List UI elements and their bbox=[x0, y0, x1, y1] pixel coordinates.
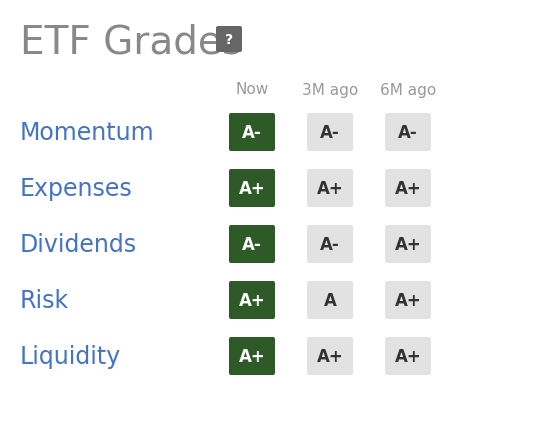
FancyBboxPatch shape bbox=[307, 225, 353, 264]
Text: A+: A+ bbox=[239, 291, 265, 309]
FancyBboxPatch shape bbox=[229, 225, 275, 264]
FancyBboxPatch shape bbox=[216, 27, 242, 53]
Text: A-: A- bbox=[320, 124, 340, 141]
Text: Expenses: Expenses bbox=[20, 177, 133, 200]
FancyBboxPatch shape bbox=[385, 281, 431, 319]
FancyBboxPatch shape bbox=[307, 169, 353, 208]
FancyBboxPatch shape bbox=[307, 114, 353, 152]
FancyBboxPatch shape bbox=[229, 114, 275, 152]
Text: A-: A- bbox=[242, 236, 262, 253]
Text: A+: A+ bbox=[316, 180, 343, 197]
FancyBboxPatch shape bbox=[229, 169, 275, 208]
Text: Liquidity: Liquidity bbox=[20, 344, 122, 368]
FancyBboxPatch shape bbox=[385, 114, 431, 152]
Text: A+: A+ bbox=[316, 347, 343, 365]
Text: A+: A+ bbox=[239, 347, 265, 365]
Text: ?: ? bbox=[225, 33, 233, 47]
FancyBboxPatch shape bbox=[385, 337, 431, 375]
FancyBboxPatch shape bbox=[307, 281, 353, 319]
Text: 3M ago: 3M ago bbox=[302, 82, 358, 97]
Text: A-: A- bbox=[242, 124, 262, 141]
Text: Momentum: Momentum bbox=[20, 121, 154, 144]
Text: A: A bbox=[323, 291, 336, 309]
Text: ETF Grades: ETF Grades bbox=[20, 23, 242, 61]
Text: A+: A+ bbox=[395, 236, 421, 253]
Text: Dividends: Dividends bbox=[20, 233, 137, 256]
FancyBboxPatch shape bbox=[385, 225, 431, 264]
Text: A-: A- bbox=[320, 236, 340, 253]
Text: A+: A+ bbox=[395, 180, 421, 197]
FancyBboxPatch shape bbox=[229, 281, 275, 319]
FancyBboxPatch shape bbox=[385, 169, 431, 208]
Text: 6M ago: 6M ago bbox=[380, 82, 436, 97]
Text: A-: A- bbox=[398, 124, 418, 141]
Text: A+: A+ bbox=[395, 347, 421, 365]
FancyBboxPatch shape bbox=[307, 337, 353, 375]
Text: A+: A+ bbox=[239, 180, 265, 197]
Text: Risk: Risk bbox=[20, 289, 69, 312]
Text: Now: Now bbox=[235, 82, 268, 97]
FancyBboxPatch shape bbox=[229, 337, 275, 375]
Text: A+: A+ bbox=[395, 291, 421, 309]
